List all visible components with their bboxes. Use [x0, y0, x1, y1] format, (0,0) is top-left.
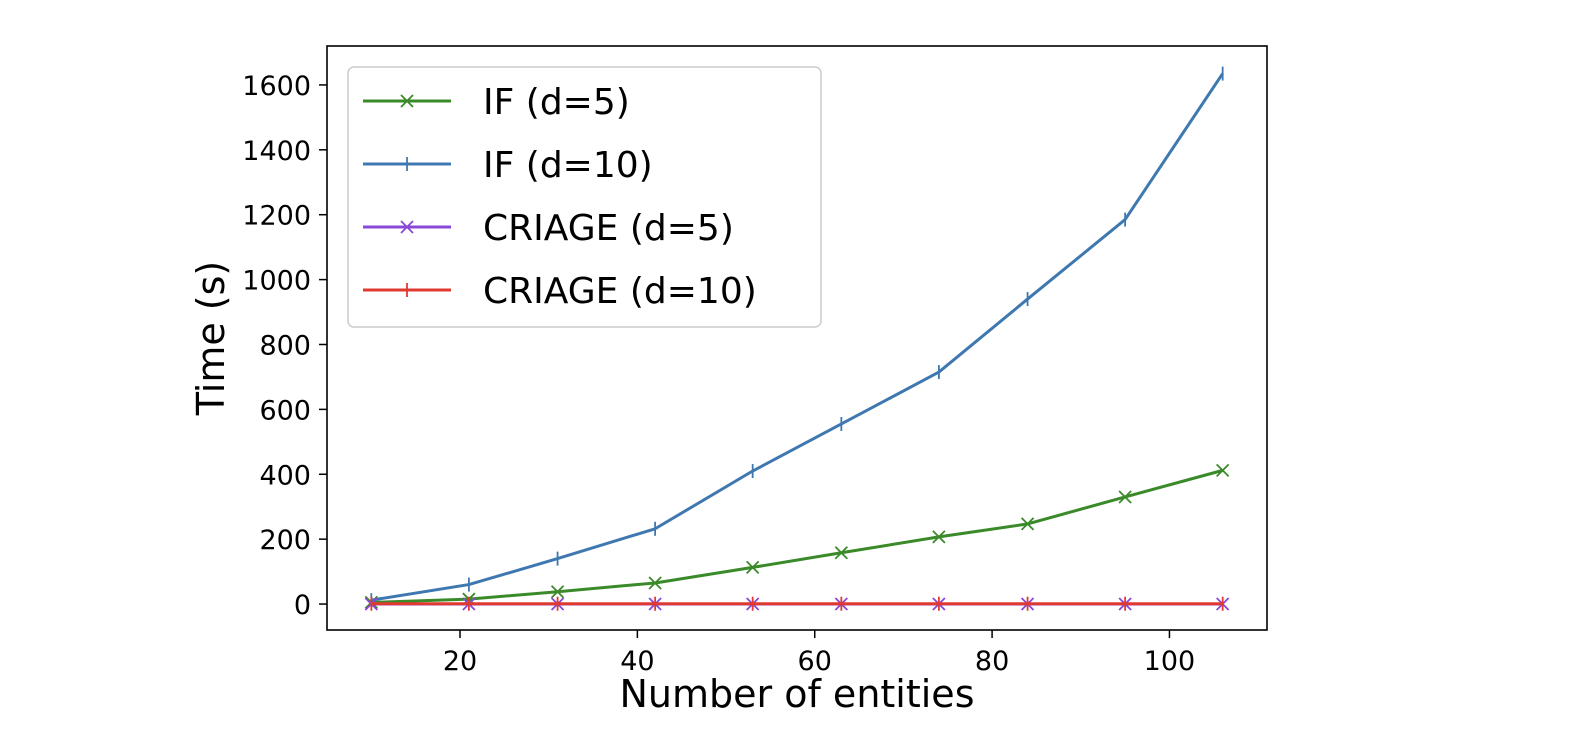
legend-box [347, 66, 822, 328]
legend-item: IF (d=10) [363, 145, 653, 186]
x-tick-label: 80 [975, 646, 1009, 677]
data-point [1216, 463, 1230, 478]
y-tick-label: 200 [259, 525, 311, 556]
legend-label: CRIAGE (d=10) [483, 271, 757, 312]
legend-marker [400, 94, 414, 108]
legend-item: CRIAGE (d=10) [363, 271, 757, 312]
y-tick-label: 0 [294, 590, 311, 621]
data-point [648, 576, 662, 590]
series-line [371, 468, 1224, 604]
data-point [932, 530, 946, 544]
series-4 [370, 596, 1224, 611]
data-point [746, 560, 760, 575]
y-tick-label: 600 [259, 395, 311, 426]
legend-item: CRIAGE (d=5) [363, 208, 734, 249]
series-1 [364, 463, 1230, 610]
y-tick-label: 800 [259, 330, 311, 361]
x-tick-label: 20 [443, 646, 477, 677]
y-tick-label: 1000 [242, 266, 311, 297]
y-tick-label: 400 [259, 460, 311, 491]
legend: IF (d=5) IF (d=10) CRIAGE (d=5) CRIAGE (d=1… [347, 66, 822, 328]
x-axis-ticks: 20 40 60 80 100 [443, 630, 1195, 677]
legend-label: CRIAGE (d=5) [483, 208, 734, 249]
legend-marker [400, 220, 414, 234]
data-point [1020, 517, 1035, 531]
x-tick-label: 100 [1144, 646, 1196, 677]
legend-item: IF (d=5) [363, 82, 630, 123]
series-layer [364, 66, 1230, 611]
data-point [834, 546, 848, 560]
data-point [1118, 490, 1132, 504]
y-axis-ticks: 0 200 400 600 800 1000 1200 1400 1600 [242, 71, 327, 621]
y-tick-label: 1600 [242, 71, 311, 102]
y-axis-label: Time (s) [189, 261, 233, 417]
legend-label: IF (d=10) [483, 145, 653, 186]
legend-label: IF (d=5) [483, 82, 630, 123]
y-tick-label: 1400 [242, 136, 311, 167]
data-point [550, 585, 565, 599]
plot-frame [326, 45, 1268, 631]
series-line [371, 72, 1224, 602]
x-tick-label: 40 [620, 646, 654, 677]
x-axis-label: Number of entities [620, 672, 975, 716]
y-tick-label: 1200 [242, 201, 311, 232]
x-tick-label: 60 [798, 646, 832, 677]
